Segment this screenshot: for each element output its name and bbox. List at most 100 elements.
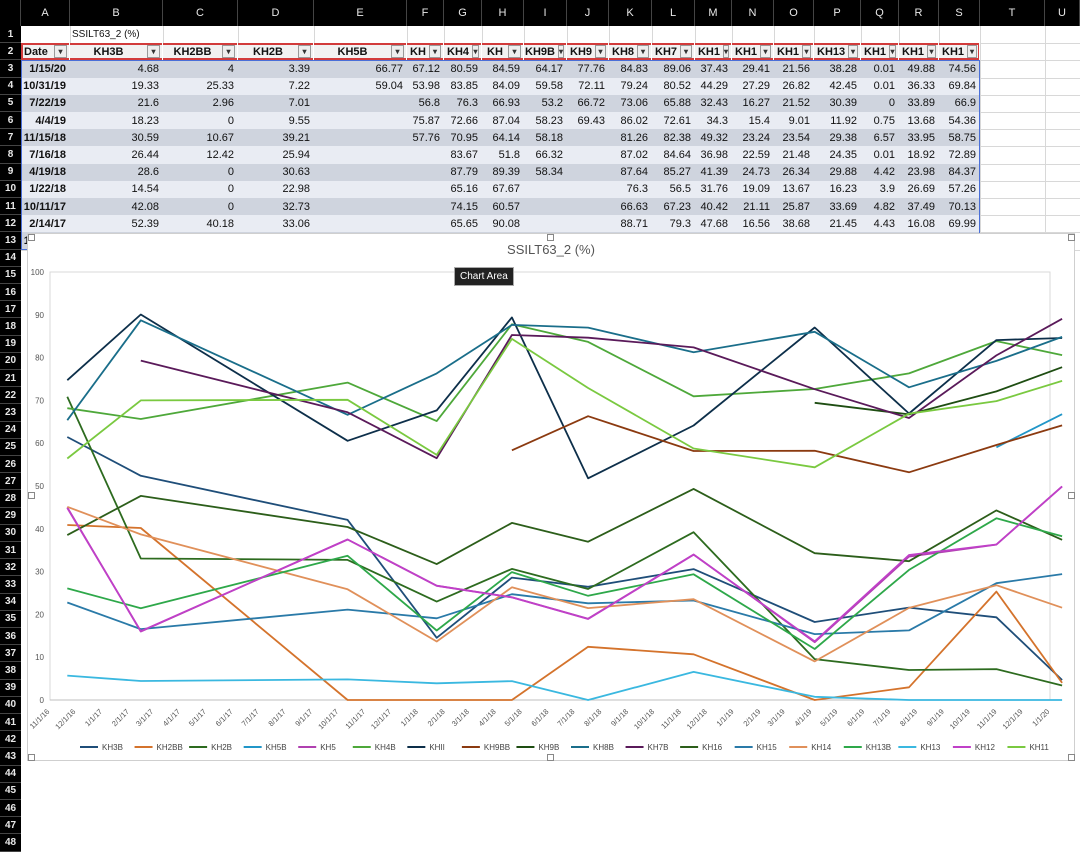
value-cell[interactable]: 90.08	[492, 217, 520, 230]
row-header[interactable]: 16	[0, 284, 21, 302]
filter-dropdown-icon[interactable]: ▾	[595, 45, 606, 59]
value-cell[interactable]: 0	[227, 166, 234, 179]
value-cell[interactable]: 26.34	[782, 166, 810, 179]
table-header-cell[interactable]: KH3B ▾	[70, 43, 163, 61]
filter-dropdown-icon[interactable]: ▾	[802, 45, 811, 59]
row-header[interactable]: 34	[0, 593, 21, 611]
value-cell[interactable]: 41.39	[700, 166, 728, 179]
value-cell[interactable]: 21.56	[782, 62, 810, 75]
row-header[interactable]: 43	[0, 748, 21, 766]
value-cell[interactable]: 0.75	[873, 114, 895, 127]
value-cell[interactable]: 16.27	[742, 97, 770, 110]
row-header[interactable]: 1	[0, 26, 21, 44]
value-cell[interactable]: 32.43	[700, 97, 728, 110]
value-cell[interactable]: 23.24	[742, 131, 770, 144]
value-cell[interactable]: 37.43	[700, 62, 728, 75]
row-header[interactable]: 15	[0, 266, 21, 284]
filter-dropdown-icon[interactable]: ▾	[507, 45, 521, 59]
value-cell[interactable]: 9.55	[288, 114, 310, 127]
row-header[interactable]: 5	[0, 94, 21, 112]
date-cell[interactable]: 2/14/17	[29, 217, 66, 230]
value-cell[interactable]: 0.01	[873, 148, 895, 161]
value-cell[interactable]: 33.89	[907, 97, 935, 110]
value-cell[interactable]: 24.73	[742, 166, 770, 179]
value-cell[interactable]: 72.11	[578, 80, 605, 93]
value-cell[interactable]: 58.34	[535, 166, 563, 179]
value-cell[interactable]: 25.87	[782, 200, 810, 213]
row-header[interactable]: 22	[0, 387, 21, 405]
value-cell[interactable]: 36.33	[907, 80, 935, 93]
row-header[interactable]: 24	[0, 421, 21, 439]
value-cell[interactable]: 47.68	[700, 217, 728, 230]
value-cell[interactable]: 82.38	[663, 131, 691, 144]
value-cell[interactable]: 9.01	[788, 114, 810, 127]
date-cell[interactable]: 4/4/19	[35, 114, 66, 127]
row-header[interactable]: 31	[0, 542, 21, 560]
value-cell[interactable]: 23.54	[782, 131, 810, 144]
value-cell[interactable]: 56.8	[418, 97, 440, 110]
value-cell[interactable]: 4.43	[873, 217, 895, 230]
date-cell[interactable]: 7/16/18	[29, 148, 66, 161]
value-cell[interactable]: 69.99	[948, 217, 976, 230]
value-cell[interactable]: 89.06	[663, 62, 691, 75]
filter-dropdown-icon[interactable]: ▾	[54, 45, 67, 59]
value-cell[interactable]: 24.35	[829, 148, 857, 161]
filter-dropdown-icon[interactable]: ▾	[428, 45, 441, 59]
row-header[interactable]: 41	[0, 714, 21, 732]
value-cell[interactable]: 38.68	[782, 217, 810, 230]
value-cell[interactable]: 40.18	[206, 217, 234, 230]
row-header[interactable]: 10	[0, 180, 21, 198]
chart-area[interactable]: SSILT63_2 (%) 0 10 20 30 40 50 60 70 80 90 100 11/1/…	[27, 233, 1075, 761]
filter-dropdown-icon[interactable]: ▾	[146, 45, 160, 59]
column-header[interactable]: Q	[861, 0, 899, 26]
filter-dropdown-icon[interactable]: ▾	[222, 45, 235, 59]
value-cell[interactable]: 65.16	[450, 183, 478, 196]
value-cell[interactable]: 87.64	[620, 166, 648, 179]
filter-dropdown-icon[interactable]: ▾	[297, 45, 311, 59]
table-header-cell[interactable]: KH ▾	[407, 43, 444, 61]
value-cell[interactable]: 7.22	[288, 80, 310, 93]
row-header[interactable]: 29	[0, 507, 21, 525]
column-header[interactable]: B	[70, 0, 163, 26]
value-cell[interactable]: 25.94	[282, 148, 310, 161]
column-header[interactable]: R	[899, 0, 939, 26]
row-header[interactable]: 9	[0, 163, 21, 181]
value-cell[interactable]: 39.21	[282, 131, 310, 144]
row-header[interactable]: 21	[0, 370, 21, 388]
value-cell[interactable]: 44.29	[700, 80, 728, 93]
row-header[interactable]: 44	[0, 765, 21, 783]
value-cell[interactable]: 83.85	[450, 80, 478, 93]
resize-handle[interactable]	[28, 754, 35, 761]
row-header[interactable]: 26	[0, 456, 21, 474]
table-header-cell[interactable]: KH5B ▾	[314, 43, 407, 61]
value-cell[interactable]: 22.59	[742, 148, 770, 161]
value-cell[interactable]: 72.61	[663, 114, 691, 127]
value-cell[interactable]: 21.48	[782, 148, 810, 161]
value-cell[interactable]: 85.27	[663, 166, 691, 179]
filter-dropdown-icon[interactable]: ▾	[848, 45, 858, 59]
row-header[interactable]: 6	[0, 112, 21, 130]
row-header[interactable]: 7	[0, 129, 21, 147]
date-cell[interactable]: 4/19/18	[29, 166, 66, 179]
value-cell[interactable]: 76.3	[626, 183, 648, 196]
row-header[interactable]: 39	[0, 679, 21, 697]
value-cell[interactable]: 13.67	[782, 183, 810, 196]
value-cell[interactable]: 4	[227, 62, 234, 75]
value-cell[interactable]: 49.32	[700, 131, 728, 144]
value-cell[interactable]: 7.01	[288, 97, 310, 110]
value-cell[interactable]: 13.68	[907, 114, 935, 127]
value-cell[interactable]: 59.04	[375, 80, 403, 93]
column-header[interactable]: H	[482, 0, 524, 26]
value-cell[interactable]: 66.93	[492, 97, 520, 110]
row-header[interactable]: 28	[0, 490, 21, 508]
value-cell[interactable]: 66.32	[535, 148, 563, 161]
value-cell[interactable]: 11.92	[830, 114, 857, 127]
value-cell[interactable]: 21.6	[137, 97, 159, 110]
value-cell[interactable]: 21.11	[743, 200, 770, 213]
resize-handle[interactable]	[547, 234, 554, 241]
value-cell[interactable]: 87.79	[450, 166, 478, 179]
value-cell[interactable]: 51.8	[498, 148, 520, 161]
value-cell[interactable]: 25.33	[206, 80, 234, 93]
row-header[interactable]: 35	[0, 610, 21, 628]
resize-handle[interactable]	[28, 492, 35, 499]
